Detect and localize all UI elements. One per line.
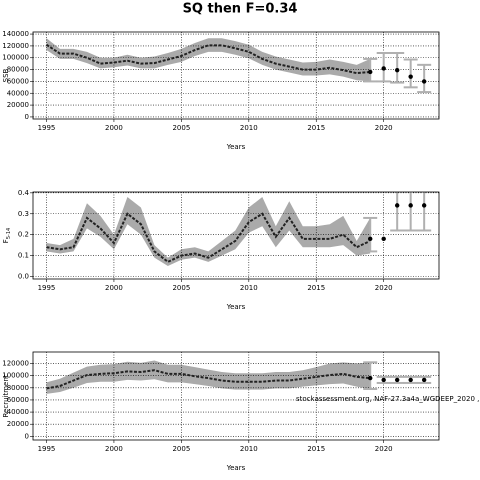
x-tick-label: 2000 xyxy=(105,124,123,132)
x-tick-label: 1995 xyxy=(38,124,56,132)
y-axis-label: SSB xyxy=(2,68,10,82)
projection-point xyxy=(408,377,413,383)
confidence-band xyxy=(46,360,371,394)
plot-frame xyxy=(32,351,440,441)
x-axis-label: Years xyxy=(226,303,246,311)
x-tick-label: 2005 xyxy=(172,284,190,292)
x-tick-label: 2010 xyxy=(240,445,258,453)
x-tick-label: 2010 xyxy=(240,124,258,132)
projection-point xyxy=(381,236,386,242)
x-tick-label: 2020 xyxy=(375,284,393,292)
chart-title: SQ then F=0.34 xyxy=(183,2,298,17)
projection-point xyxy=(421,377,427,383)
error-bar xyxy=(363,361,378,391)
y-tick-label: 140000 xyxy=(2,30,29,38)
x-tick-label: 2000 xyxy=(105,445,123,453)
y-tick-label: 60000 xyxy=(7,77,29,85)
projection-point xyxy=(368,375,373,381)
y-axis-label: F5-14 xyxy=(2,228,12,243)
plot-area xyxy=(33,192,439,279)
y-tick-label: 100000 xyxy=(2,54,29,62)
error-bar xyxy=(403,58,418,89)
y-tick-label: 20000 xyxy=(7,101,29,109)
projection-point xyxy=(368,236,373,242)
projection-point xyxy=(408,203,413,208)
y-tick-label: 80000 xyxy=(7,384,29,392)
y-tick-label: 0 xyxy=(25,432,29,440)
x-axis-label: Years xyxy=(226,143,246,151)
error-bar xyxy=(363,216,378,253)
plot-frame xyxy=(32,31,440,120)
projection-point xyxy=(381,66,386,71)
x-tick-label: 2020 xyxy=(375,124,393,132)
y-tick-label: 20000 xyxy=(7,420,29,428)
x-axis-label: Years xyxy=(226,464,246,472)
x-tick-label: 1995 xyxy=(38,445,56,453)
x-tick-label: 2015 xyxy=(307,124,325,132)
projection-point xyxy=(421,203,427,208)
estimate-line xyxy=(45,43,371,75)
y-tick-label: 0.2 xyxy=(18,231,29,239)
plot-area xyxy=(33,352,439,440)
plot-frame xyxy=(32,191,440,280)
projection-point xyxy=(408,74,413,79)
y-axis-label-main: SSB xyxy=(2,68,10,82)
x-tick-label: 2015 xyxy=(307,284,325,292)
estimate-line xyxy=(46,212,371,264)
y-tick-label: 100000 xyxy=(2,372,29,380)
y-axis-label: Recruitment xyxy=(2,374,10,417)
estimate-line xyxy=(46,369,371,390)
x-tick-label: 2000 xyxy=(105,284,123,292)
confidence-band xyxy=(46,38,371,82)
projection-point xyxy=(394,377,400,383)
error-bar xyxy=(390,52,405,84)
y-tick-label: 0.3 xyxy=(18,210,29,218)
x-tick-label: 2005 xyxy=(172,124,190,132)
error-bar xyxy=(417,63,432,94)
y-tick-label: 40000 xyxy=(7,89,29,97)
y-tick-label: 80000 xyxy=(7,66,29,74)
x-tick-label: 2020 xyxy=(375,445,393,453)
x-tick-label: 2005 xyxy=(172,445,190,453)
projection-point xyxy=(394,203,400,208)
projection-point xyxy=(421,79,427,84)
annotation: stockassessment.org, NAF-27.3a4a_WGDEEP_… xyxy=(296,395,480,403)
y-tick-label: 60000 xyxy=(7,396,29,404)
y-axis-label-main: Recruitment xyxy=(2,374,10,417)
plot-area xyxy=(33,32,439,119)
y-axis-label-main: F xyxy=(2,239,10,243)
y-tick-label: 120000 xyxy=(2,42,29,50)
x-tick-label: 1995 xyxy=(38,284,56,292)
y-tick-label: 120000 xyxy=(2,360,29,368)
y-tick-label: 40000 xyxy=(7,408,29,416)
projection-point xyxy=(381,377,386,383)
projection-point xyxy=(394,67,400,73)
y-tick-label: 0 xyxy=(25,113,29,121)
y-tick-label: 0.4 xyxy=(18,189,30,197)
x-tick-label: 2010 xyxy=(240,284,258,292)
x-tick-label: 2015 xyxy=(307,445,325,453)
y-axis-label-sub: 5-14 xyxy=(6,228,12,239)
y-tick-label: 0.1 xyxy=(18,252,29,260)
y-tick-label: 0.0 xyxy=(18,272,29,280)
projection-point xyxy=(368,69,373,75)
